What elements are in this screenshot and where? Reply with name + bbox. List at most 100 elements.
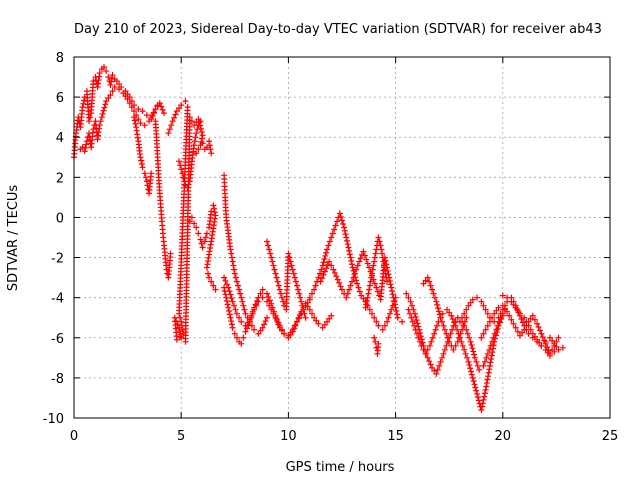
data-point <box>205 270 211 277</box>
data-point <box>345 244 352 251</box>
data-point-interp <box>468 341 475 348</box>
data-points <box>71 64 566 413</box>
data-point-interp <box>177 162 184 169</box>
data-point-interp <box>514 307 521 314</box>
data-point-interp <box>223 298 230 305</box>
data-point <box>306 294 313 301</box>
x-tick-label: 0 <box>70 429 78 444</box>
data-point <box>491 338 498 345</box>
data-point-interp <box>391 301 398 308</box>
data-point <box>366 306 373 313</box>
data-point-interp <box>406 310 413 317</box>
data-point <box>96 122 103 129</box>
data-point <box>508 316 515 323</box>
data-point <box>242 328 249 335</box>
data-point-interp <box>342 231 349 238</box>
data-point <box>176 310 183 317</box>
data-point-interp <box>414 320 421 327</box>
data-point-interp <box>343 234 350 241</box>
data-point <box>381 266 388 273</box>
data-point <box>456 318 463 325</box>
data-point-interp <box>459 342 466 349</box>
data-point-interp <box>388 284 395 291</box>
data-point <box>268 254 275 261</box>
data-point-interp <box>430 290 437 297</box>
data-point <box>128 104 135 111</box>
data-point <box>512 324 519 331</box>
data-point <box>429 364 436 371</box>
data-point <box>512 304 519 311</box>
data-point-interp <box>498 316 505 323</box>
data-point <box>471 354 478 361</box>
data-point-interp <box>207 146 214 153</box>
data-point <box>143 112 150 119</box>
data-point <box>278 294 285 301</box>
series-arc-17 <box>403 290 508 377</box>
data-point <box>555 346 562 353</box>
data-point <box>259 324 266 331</box>
y-tick-label: -10 <box>43 412 64 427</box>
data-point-interp <box>435 308 442 315</box>
data-point-interp <box>131 108 138 115</box>
data-point-interp <box>226 311 233 318</box>
data-point <box>298 298 305 305</box>
x-tick-label: 15 <box>387 429 404 444</box>
data-point-interp <box>434 301 441 308</box>
data-point-interp <box>424 346 431 353</box>
data-point-interp <box>378 246 385 253</box>
data-point-interp <box>198 135 205 142</box>
data-point <box>319 262 326 269</box>
data-point <box>446 338 453 345</box>
data-point <box>504 294 511 301</box>
data-point <box>379 254 386 261</box>
data-point-interp <box>363 301 370 308</box>
data-point <box>210 202 217 209</box>
data-point-interp <box>443 330 450 337</box>
data-point-interp <box>461 318 468 325</box>
data-point-interp <box>544 349 551 356</box>
data-point-interp <box>426 358 433 365</box>
data-point <box>336 210 343 217</box>
data-point-interp <box>226 288 233 295</box>
data-point <box>403 290 410 297</box>
data-point-interp <box>135 116 142 123</box>
data-point-interp <box>385 314 392 321</box>
data-point-interp <box>324 261 331 268</box>
data-point <box>191 142 198 149</box>
data-point-interp <box>273 316 280 323</box>
data-point-interp <box>299 302 306 309</box>
data-point <box>236 286 243 293</box>
data-point-interp <box>494 325 501 332</box>
data-point <box>79 144 86 151</box>
data-point-interp <box>381 322 388 329</box>
data-point-interp <box>409 302 416 309</box>
data-point-interp <box>320 271 327 278</box>
data-point-interp <box>152 106 159 113</box>
data-point-interp <box>374 288 381 295</box>
data-point-interp <box>427 361 434 368</box>
data-point-interp <box>379 250 386 257</box>
data-point-interp <box>249 308 256 315</box>
data-point <box>422 350 429 357</box>
data-point <box>229 298 236 305</box>
data-point-interp <box>436 362 443 369</box>
data-point-interp <box>290 270 297 277</box>
data-point-interp <box>489 345 496 352</box>
data-point-interp <box>138 160 145 167</box>
data-point-interp <box>312 282 319 289</box>
data-point-interp <box>326 315 333 322</box>
data-point <box>199 140 206 147</box>
data-point-interp <box>194 126 201 133</box>
data-point-interp <box>523 318 530 325</box>
grid <box>74 57 610 418</box>
data-point <box>281 330 288 337</box>
data-point-interp <box>474 362 481 369</box>
data-point <box>375 322 382 329</box>
data-point <box>372 338 379 345</box>
data-point <box>208 278 215 285</box>
data-point <box>362 304 369 311</box>
data-point-interp <box>474 394 481 401</box>
data-point <box>111 84 118 91</box>
data-point <box>83 138 90 145</box>
data-point-interp <box>228 295 235 302</box>
